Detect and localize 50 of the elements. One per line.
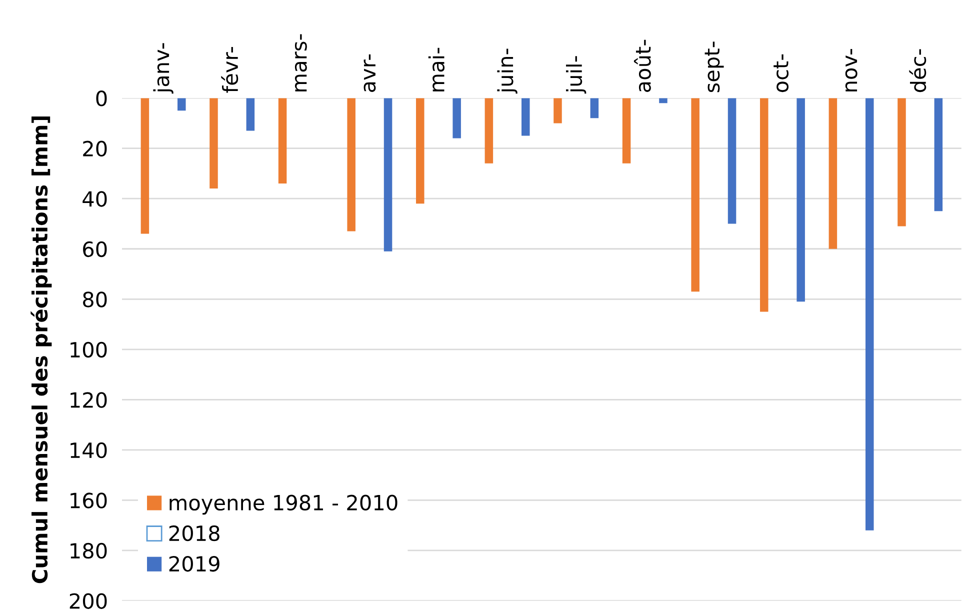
y-axis-title: Cumul mensuel des précipitations [mm] [30, 116, 52, 584]
x-tick-label: janv- [153, 43, 174, 94]
bar [934, 98, 943, 212]
x-tick-label: août- [634, 40, 651, 92]
bar [898, 98, 906, 226]
y-tick-label: 60 [83, 241, 107, 258]
bar [347, 98, 356, 232]
bar [866, 98, 874, 530]
y-tick-label: 80 [83, 292, 107, 308]
legend-label: 2019 [169, 556, 220, 572]
bar [796, 98, 805, 302]
y-tick-label: 200 [70, 593, 107, 609]
bar [554, 98, 562, 124]
legend-label: 2018 [169, 525, 220, 542]
bar [416, 98, 424, 204]
y-tick-label: 120 [70, 392, 107, 408]
bar [659, 98, 668, 104]
x-tick-label: mai- [428, 48, 445, 92]
bar [622, 98, 631, 164]
y-tick-label: 140 [70, 442, 107, 458]
bar [484, 98, 494, 164]
bar [760, 98, 768, 312]
x-tick-label: avr- [364, 54, 376, 92]
x-tick-label: juin- [497, 48, 518, 94]
bar [828, 98, 838, 249]
legend-label: moyenne 1981 - 2010 [170, 494, 398, 515]
bar [452, 98, 461, 138]
bar [590, 98, 599, 118]
bar [246, 98, 255, 131]
x-tick-label: juil- [566, 56, 586, 94]
x-tick-label: févr- [221, 47, 238, 93]
x-tick-label: déc- [909, 49, 926, 92]
bar [278, 98, 287, 184]
x-tick-label: nov- [845, 48, 858, 92]
bar [728, 98, 736, 224]
y-tick-label: 180 [70, 542, 107, 559]
bar [178, 98, 186, 111]
y-tick-label: 160 [70, 492, 107, 508]
y-tick-label: 100 [70, 342, 107, 358]
x-tick-label: mars- [294, 34, 307, 92]
y-tick-label: 20 [83, 140, 107, 157]
bar [522, 98, 530, 136]
bar [384, 98, 392, 252]
bar [140, 98, 150, 234]
bar [691, 98, 700, 292]
x-tick-label: sept- [704, 42, 724, 92]
y-tick-label: 0 [96, 90, 107, 106]
bar [210, 98, 218, 189]
x-tick-label: oct- [774, 54, 789, 92]
y-tick-label: 40 [82, 191, 107, 207]
